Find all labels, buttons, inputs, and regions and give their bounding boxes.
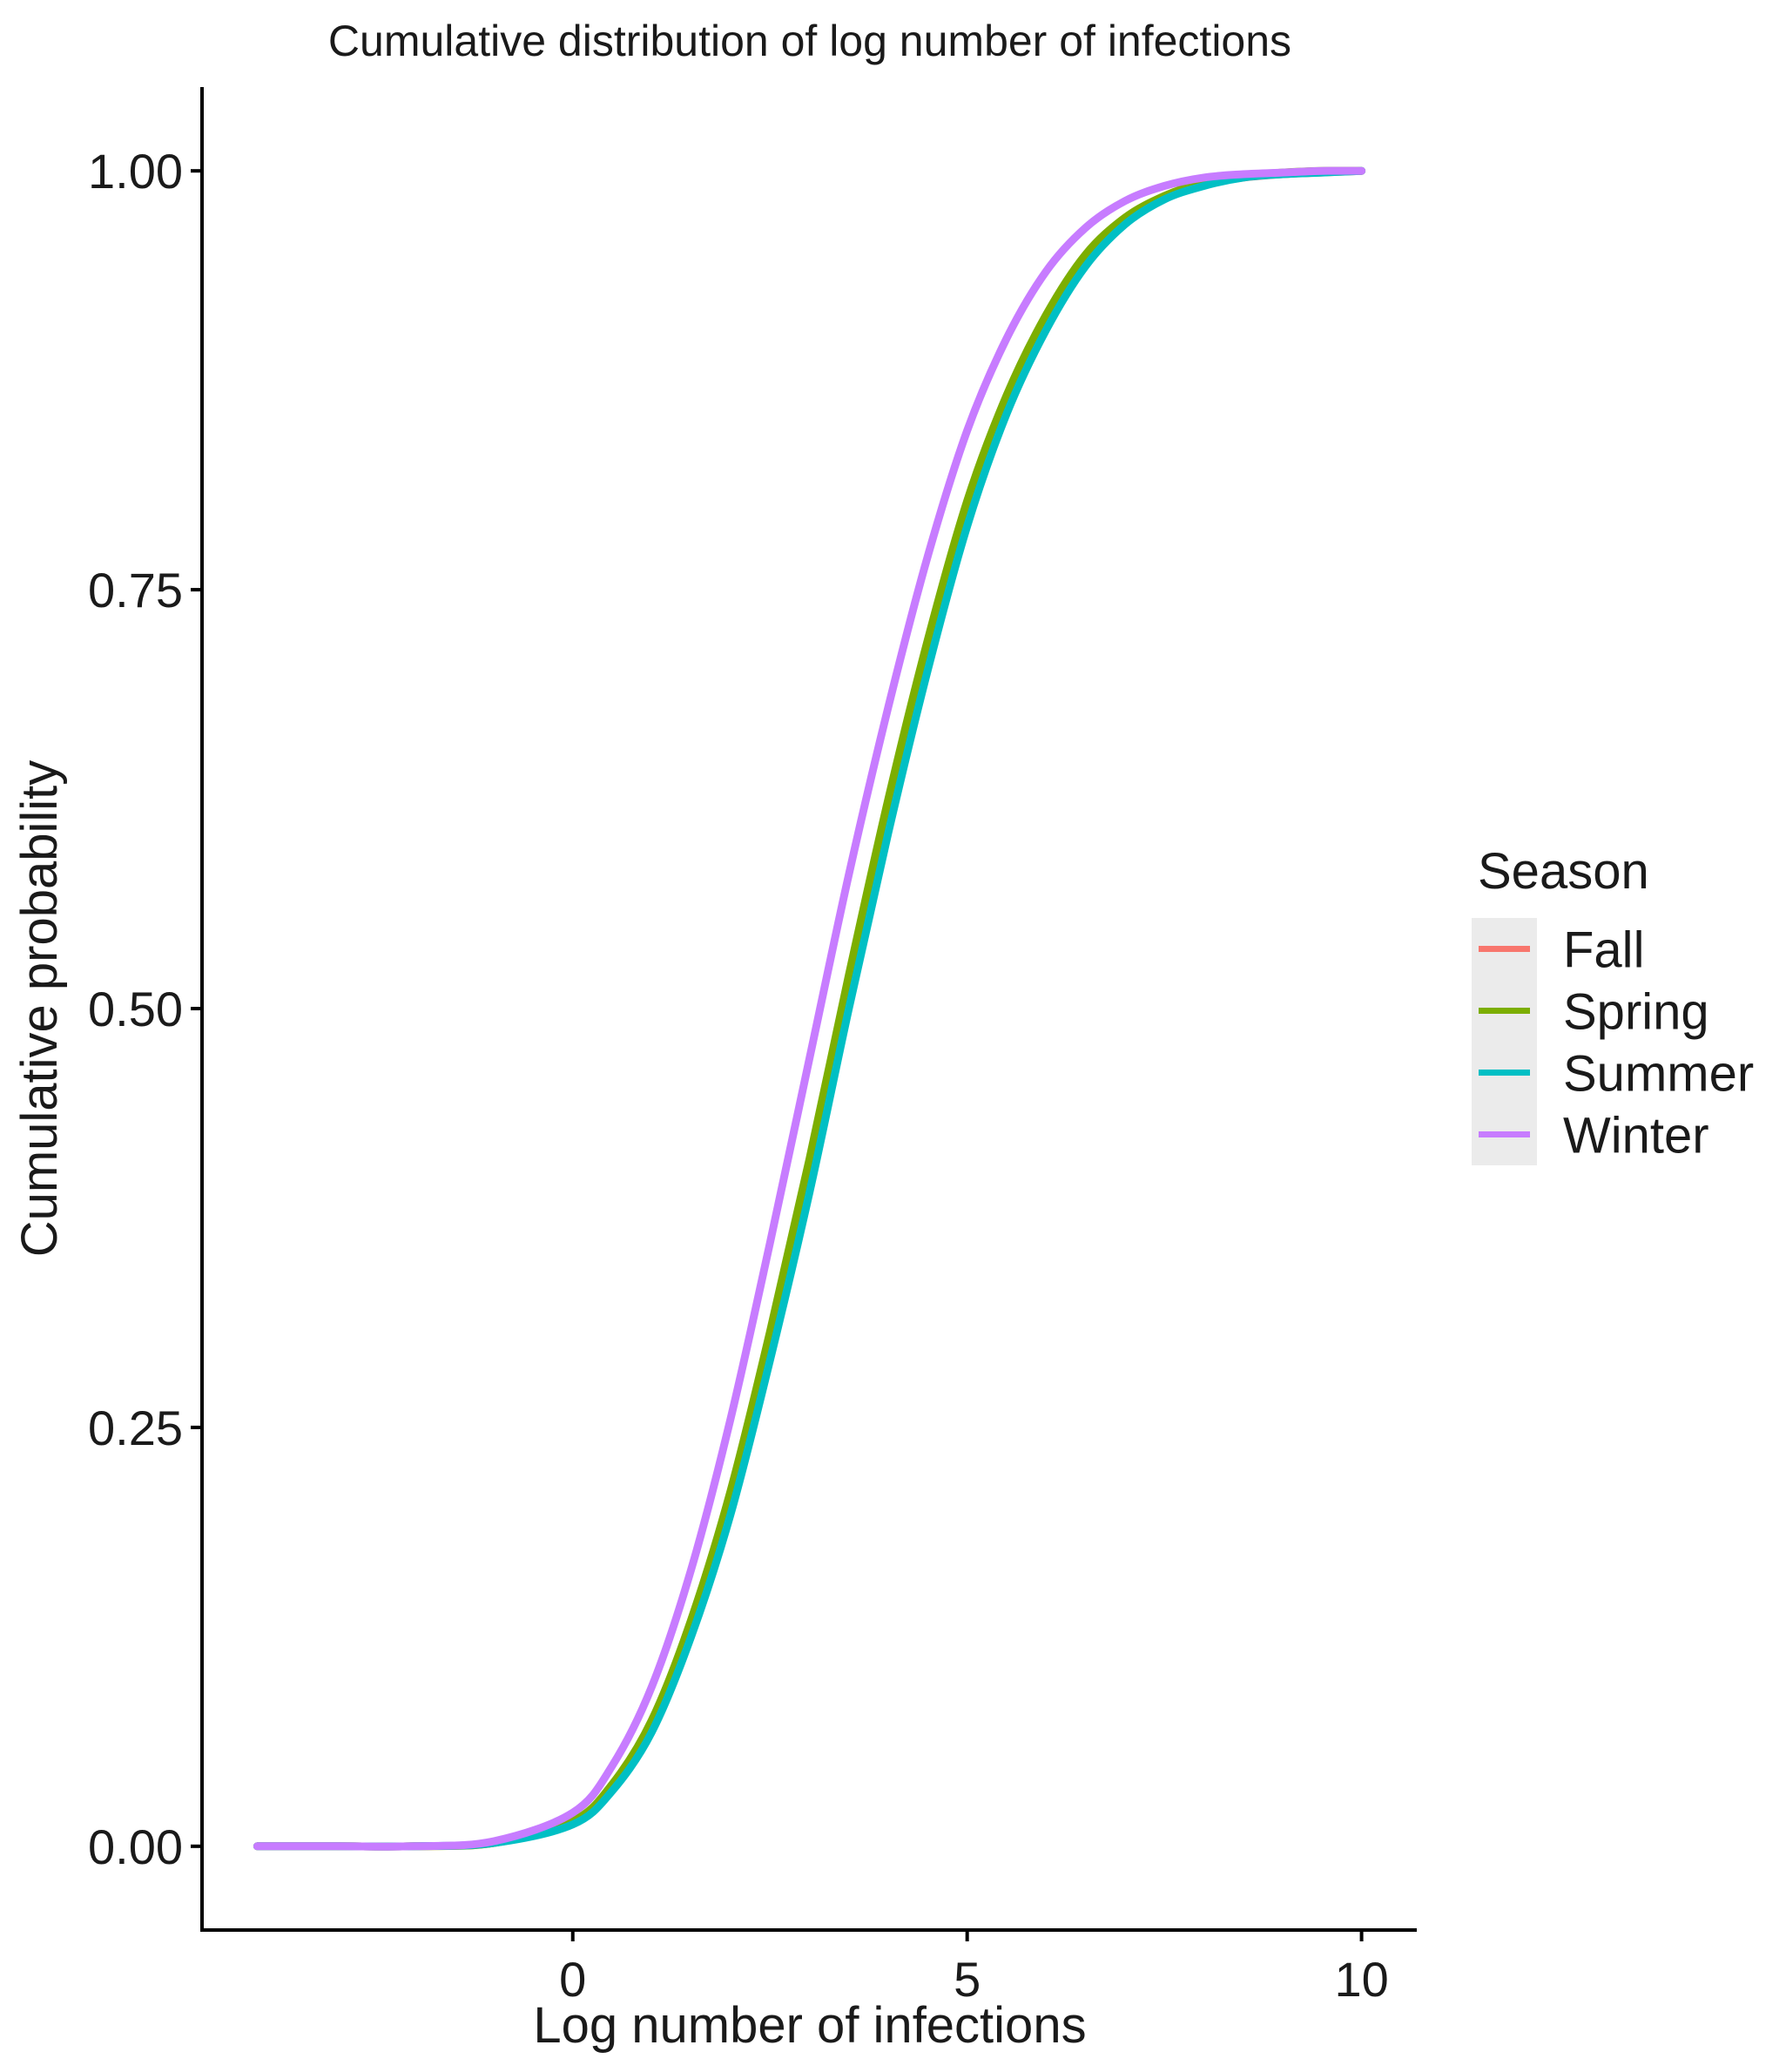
y-tick-label: 1.00	[88, 144, 183, 199]
x-tick-label: 0	[559, 1952, 586, 2007]
series-line-winter	[253, 166, 1366, 1851]
x-tick-label: 10	[1334, 1952, 1388, 2007]
plot-area: 0.00 0.25 0.50 0.75 1.00 0 5 10	[88, 87, 1417, 2007]
x-axis-ticks: 0 5 10	[559, 1930, 1389, 2007]
chart-title: Cumulative distribution of log number of…	[328, 17, 1291, 65]
legend-label-fall: Fall	[1563, 922, 1644, 979]
x-tick-label: 5	[954, 1952, 981, 2007]
y-tick-label: 0.50	[88, 982, 183, 1036]
legend-label-spring: Spring	[1563, 984, 1709, 1041]
x-axis-title: Log number of infections	[533, 1997, 1086, 2054]
series-line-summer	[253, 166, 1366, 1851]
y-axis-title: Cumulative probability	[11, 760, 68, 1258]
y-tick-label: 0.00	[88, 1819, 183, 1874]
y-tick-label: 0.75	[88, 563, 183, 618]
y-tick-label: 0.25	[88, 1400, 183, 1455]
series-line-spring	[253, 166, 1366, 1851]
y-axis-ticks: 0.00 0.25 0.50 0.75 1.00	[88, 144, 202, 1874]
series-layer	[253, 166, 1366, 1851]
legend-label-summer: Summer	[1563, 1046, 1754, 1103]
legend-title: Season	[1478, 843, 1649, 900]
series-line-fall	[253, 166, 1366, 1851]
legend-label-winter: Winter	[1563, 1108, 1709, 1164]
